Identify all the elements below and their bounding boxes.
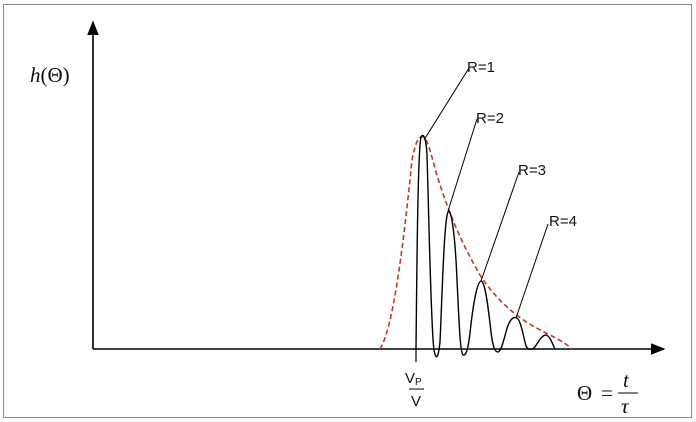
r4-leader <box>515 223 549 319</box>
vp-label-denominator: V <box>411 393 421 410</box>
x-axis-denominator: τ <box>621 394 630 418</box>
r1-label: R=1 <box>467 59 495 76</box>
r3-leader <box>480 171 520 282</box>
r3-label: R=3 <box>518 162 546 179</box>
envelope-curve <box>379 136 573 350</box>
r2-label: R=2 <box>476 110 504 127</box>
r4-label: R=4 <box>549 213 577 230</box>
response-curve <box>415 134 556 358</box>
x-axis-symbol: Θ <box>577 381 592 405</box>
vp-label-numerator: VP <box>405 370 422 388</box>
y-axis-label: h(Θ) <box>30 63 70 87</box>
x-axis-equals: = <box>601 381 613 405</box>
r2-leader <box>447 118 478 212</box>
r1-leader <box>423 67 470 141</box>
x-axis-numerator: t <box>623 368 630 392</box>
